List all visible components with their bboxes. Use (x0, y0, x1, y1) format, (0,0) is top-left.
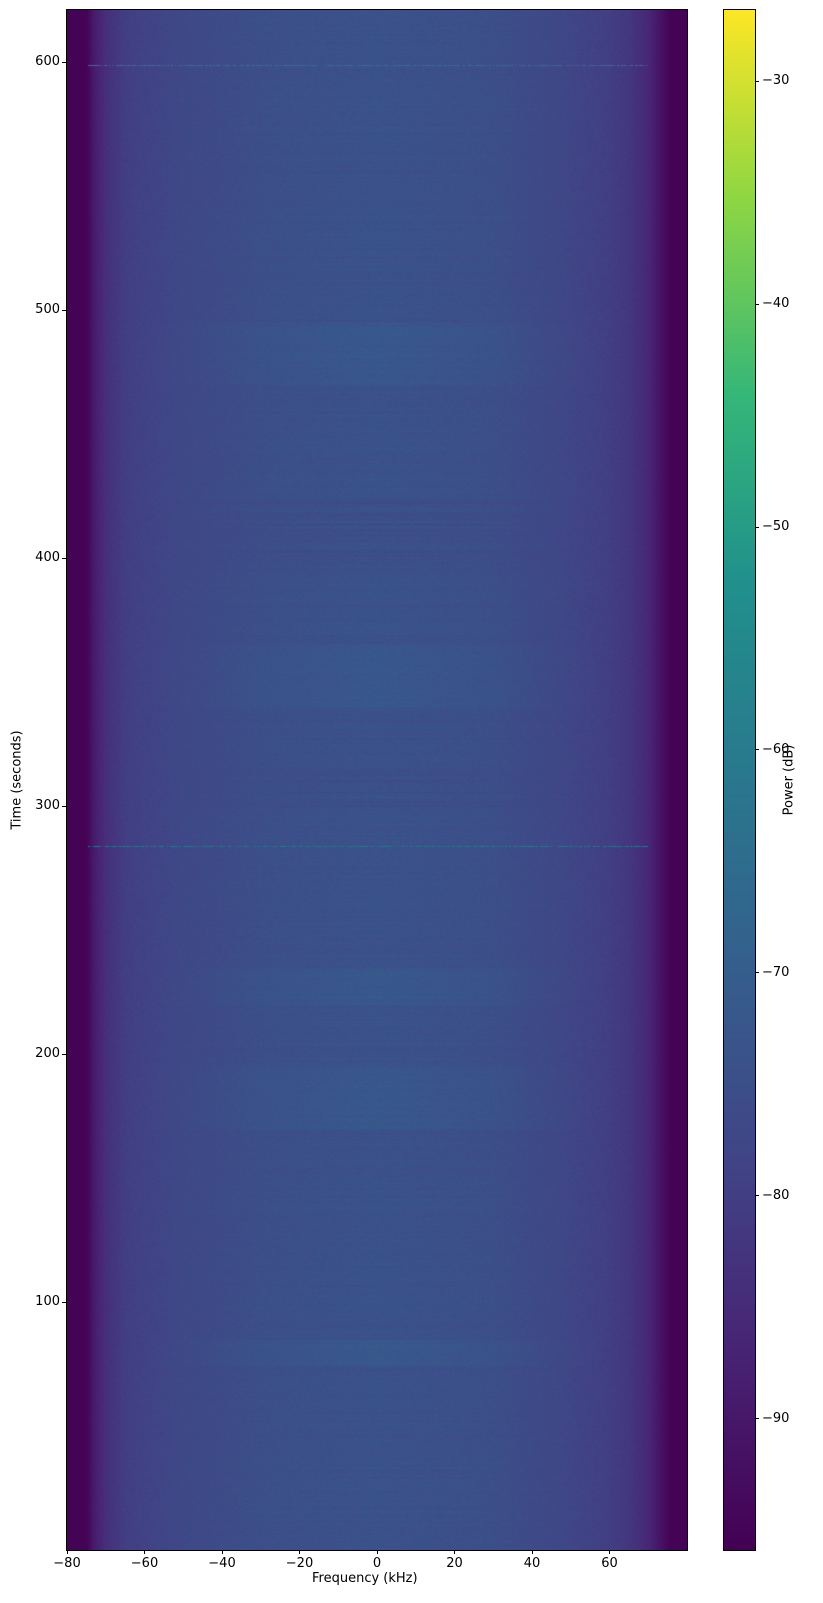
colorbar-tick-mark (755, 972, 759, 974)
colorbar-tick-label: −30 (762, 73, 790, 89)
colorbar-label: Power (dB) (781, 744, 797, 816)
colorbar-tick-mark (755, 80, 759, 82)
x-tick-mark (454, 1550, 455, 1554)
colorbar-tick-mark (755, 1418, 759, 1419)
colorbar-tick-label: −40 (762, 296, 790, 312)
colorbar-tick-mark (755, 749, 759, 751)
y-tick-mark (62, 1301, 66, 1303)
colorbar-tick-mark (755, 303, 759, 305)
colorbar-tick-mark (755, 1195, 759, 1197)
x-tick-label: 0 (372, 1556, 382, 1571)
y-tick-mark (62, 805, 66, 807)
colorbar-gradient (724, 10, 755, 1550)
y-tick-label: 200 (35, 1046, 60, 1062)
x-axis-label: Frequency (kHz) (312, 1571, 418, 1586)
y-tick-mark (62, 61, 66, 63)
spectrogram-heatmap (67, 10, 687, 1550)
x-tick-mark (144, 1550, 145, 1554)
colorbar-tick-label: −70 (762, 964, 790, 980)
x-tick-label: −80 (53, 1556, 81, 1571)
y-tick-label: 300 (35, 798, 60, 814)
y-tick-mark (62, 309, 66, 311)
y-tick-mark (62, 1053, 66, 1055)
colorbar-tick-label: −60 (762, 741, 790, 757)
x-tick-mark (221, 1550, 223, 1554)
colorbar-tick-label: −50 (762, 519, 790, 535)
colorbar (724, 10, 755, 1550)
x-tick-label: 60 (601, 1556, 618, 1571)
spectrogram-plot-area (67, 10, 687, 1550)
y-axis-label: Time (seconds) (9, 730, 25, 830)
y-tick-label: 400 (35, 550, 60, 566)
x-tick-mark (299, 1550, 300, 1554)
x-tick-label: −40 (208, 1556, 236, 1571)
y-tick-label: 600 (35, 54, 60, 70)
x-tick-mark (531, 1550, 533, 1554)
y-tick-label: 500 (35, 302, 60, 318)
colorbar-tick-label: −90 (762, 1410, 790, 1426)
x-tick-label: −60 (130, 1556, 159, 1571)
x-tick-label: 40 (523, 1556, 541, 1571)
colorbar-tick-mark (755, 526, 759, 528)
x-tick-mark (376, 1550, 378, 1554)
x-tick-mark (609, 1550, 610, 1554)
colorbar-tick-label: −80 (762, 1187, 790, 1203)
y-tick-label: 100 (35, 1294, 60, 1309)
x-tick-label: 20 (446, 1556, 463, 1571)
x-tick-mark (66, 1550, 68, 1554)
y-tick-mark (62, 557, 66, 559)
x-tick-label: −20 (285, 1556, 314, 1571)
